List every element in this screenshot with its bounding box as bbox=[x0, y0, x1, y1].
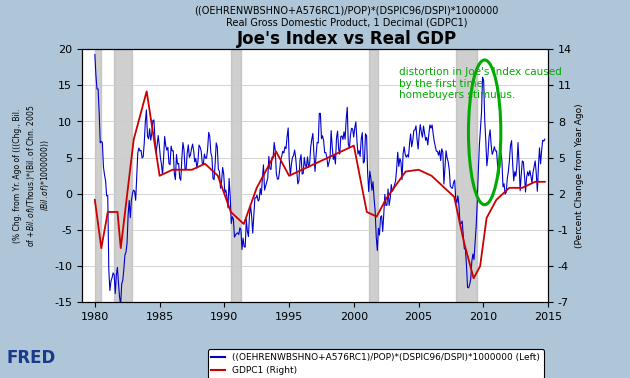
Text: FRED: FRED bbox=[6, 349, 55, 367]
Text: Real Gross Domestic Product, 1 Decimal (GDPC1): Real Gross Domestic Product, 1 Decimal (… bbox=[226, 17, 467, 27]
Title: ((OEHRENWBSHNO+A576RC1)/POP)*(DSPIC96/DSPI)*1000000
Real Gross Domestic Product,: ((OEHRENWBSHNO+A576RC1)/POP)*(DSPIC96/DS… bbox=[0, 377, 1, 378]
Text: Joe's Index vs Real GDP: Joe's Index vs Real GDP bbox=[236, 30, 457, 48]
Bar bbox=[456, 49, 477, 302]
Text: distortion in Joe's Index caused
by the first time
homebuyers stimulus.: distortion in Joe's Index caused by the … bbox=[399, 67, 562, 101]
Bar bbox=[95, 49, 101, 302]
Bar bbox=[231, 49, 241, 302]
Bar bbox=[369, 49, 379, 302]
Y-axis label: (% Chg. from Yr. Ago of (((Chg., Bil.
of $+Bil. of $)/Thous.)*(Bil. of Chn. 2005: (% Chg. from Yr. Ago of (((Chg., Bil. of… bbox=[13, 105, 52, 247]
Y-axis label: (Percent Change from Year Ago): (Percent Change from Year Ago) bbox=[575, 104, 584, 248]
Text: ((OEHRENWBSHNO+A576RC1)/POP)*(DSPIC96/DSPI)*1000000: ((OEHRENWBSHNO+A576RC1)/POP)*(DSPIC96/DS… bbox=[194, 6, 499, 15]
Bar bbox=[114, 49, 132, 302]
Legend: ((OEHRENWBSHNO+A576RC1)/POP)*(DSPIC96/DSPI)*1000000 (Left), GDPC1 (Right): ((OEHRENWBSHNO+A576RC1)/POP)*(DSPIC96/DS… bbox=[208, 349, 544, 378]
